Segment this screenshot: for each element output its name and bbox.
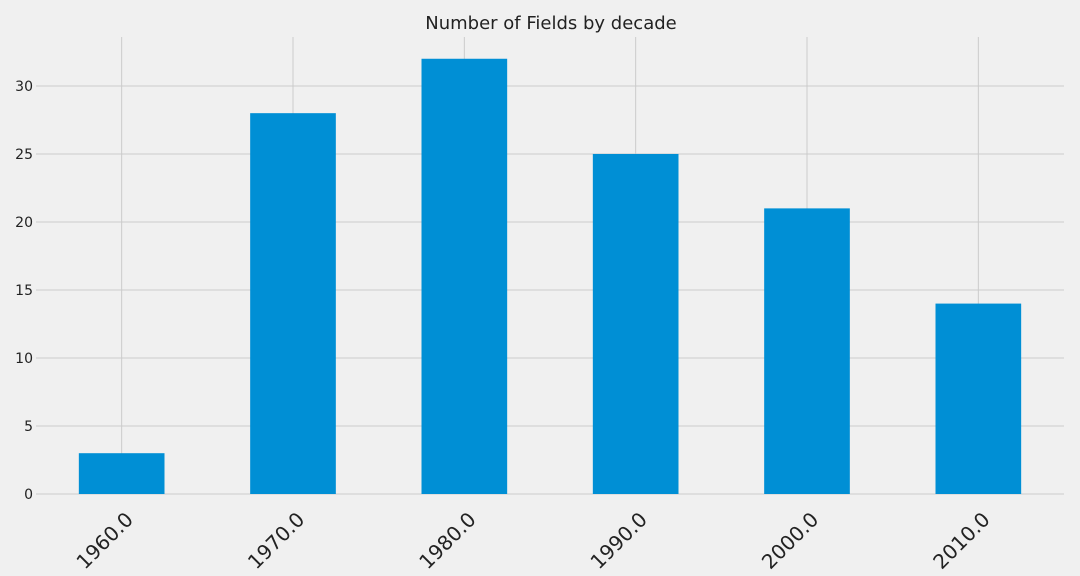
y-tick-label: 15 (15, 283, 33, 299)
y-tick-label: 25 (15, 147, 33, 163)
bar-1990.0 (592, 153, 679, 494)
chart-title: Number of Fields by decade (425, 13, 676, 34)
y-tick-label: 10 (15, 351, 33, 367)
y-tick-label: 20 (15, 215, 33, 231)
y-tick-label: 5 (24, 419, 33, 435)
bar-2010.0 (935, 303, 1022, 494)
grid (36, 37, 1064, 495)
y-axis-ticks: 0 5 10 15 20 25 30 (15, 79, 33, 503)
bar-2000.0 (764, 208, 850, 494)
bar-1980.0 (421, 58, 508, 495)
x-tick-label: 1980.0 (414, 507, 480, 573)
x-axis-ticks: 1960.0 1970.0 1980.0 1990.0 2000.0 2010.0 (71, 507, 994, 573)
x-tick-label: 1960.0 (71, 507, 137, 573)
bars (78, 58, 1022, 495)
x-tick-label: 2010.0 (928, 507, 994, 573)
x-tick-label: 2000.0 (757, 507, 823, 573)
bar-1970.0 (250, 113, 336, 495)
y-tick-label: 0 (24, 487, 33, 503)
bar-1960.0 (78, 453, 165, 494)
x-tick-label: 1990.0 (585, 507, 651, 573)
y-tick-label: 30 (15, 79, 33, 95)
x-tick-label: 1970.0 (243, 507, 309, 573)
